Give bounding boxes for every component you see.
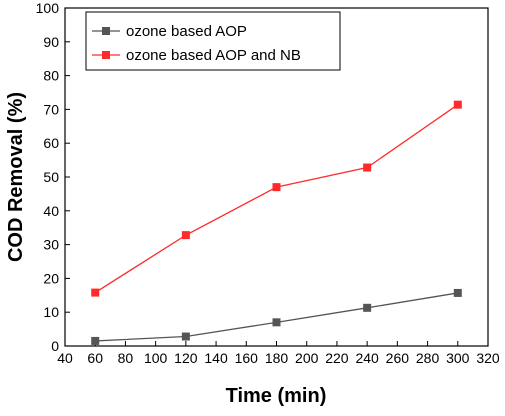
series-1-point-3 <box>363 163 372 172</box>
series-1-point-1 <box>181 231 190 240</box>
x-tick-label-8: 200 <box>295 350 319 366</box>
x-tick-label-5: 140 <box>204 350 228 366</box>
y-tick-label-5: 50 <box>43 169 59 185</box>
y-tick-label-0: 0 <box>51 338 59 354</box>
y-tick-label-2: 20 <box>43 270 59 286</box>
x-tick-label-4: 120 <box>174 350 198 366</box>
y-tick-label-9: 90 <box>43 34 59 50</box>
x-tick-label-3: 100 <box>144 350 168 366</box>
legend-label-1: ozone based AOP and NB <box>126 47 301 64</box>
y-tick-label-7: 70 <box>43 101 59 117</box>
series-0-point-3 <box>363 303 372 312</box>
series-0-point-1 <box>181 332 190 341</box>
legend-marker-1 <box>102 51 110 59</box>
y-tick-label-3: 30 <box>43 237 59 253</box>
legend: ozone based AOP ozone based AOP and NB <box>85 11 341 71</box>
x-tick-label-11: 260 <box>386 350 410 366</box>
series-1-point-4 <box>453 100 462 109</box>
series-line-0 <box>95 292 458 342</box>
y-tick-label-4: 40 <box>43 203 59 219</box>
x-tick-label-2: 80 <box>118 350 134 366</box>
x-tick-label-10: 240 <box>355 350 379 366</box>
y-tick-label-6: 60 <box>43 135 59 151</box>
x-tick-label-9: 220 <box>325 350 349 366</box>
y-axis-title: COD Removal (%) <box>5 92 27 262</box>
legend-label-0: ozone based AOP <box>126 23 247 40</box>
y-tick-label-1: 10 <box>43 304 59 320</box>
x-axis-title: Time (min) <box>226 385 327 407</box>
series-0-point-0 <box>91 336 100 345</box>
x-tick-label-6: 160 <box>235 350 259 366</box>
x-tick-label-12: 280 <box>416 350 440 366</box>
series-1-point-2 <box>272 183 281 192</box>
series-0-point-4 <box>453 288 462 297</box>
legend-marker-0 <box>102 27 110 35</box>
x-tick-label-7: 180 <box>265 350 289 366</box>
axis-ticks: 40 60 80 100 120 140 160 180 200 220 240 260 280 300 3… <box>36 0 500 366</box>
y-tick-label-10: 100 <box>36 0 60 16</box>
series-layer <box>91 100 462 345</box>
x-tick-label-0: 40 <box>57 350 73 366</box>
series-line-1 <box>94 104 459 294</box>
x-tick-label-1: 60 <box>87 350 103 366</box>
x-tick-label-13: 300 <box>446 350 470 366</box>
y-tick-label-8: 80 <box>43 68 59 84</box>
series-1-point-0 <box>91 288 100 297</box>
legend-box <box>85 11 341 71</box>
series-0-point-2 <box>272 318 281 327</box>
x-tick-label-14: 320 <box>476 350 500 366</box>
